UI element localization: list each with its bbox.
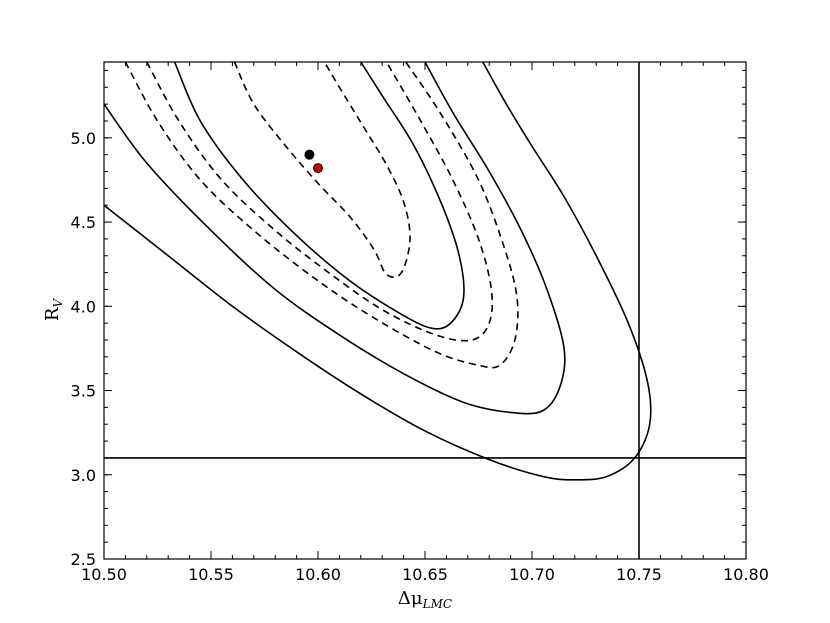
x-tick-label: 10.60 [295,565,341,584]
x-tick-label: 10.80 [723,565,769,584]
contours-layer [104,62,652,481]
x-axis-label-main: Δμ [398,588,423,609]
x-axis-label-sub: LMC [422,597,452,611]
x-tick-label: 10.65 [402,565,448,584]
y-tick-label: 2.5 [71,550,96,569]
solid-contour-5 [104,62,566,415]
y-tick-label: 3.5 [71,382,96,401]
points-layer [304,149,323,174]
x-axis-label: ΔμLMC [398,588,452,611]
dashed-contour-4 [124,62,519,369]
solid-contour-2 [173,62,465,330]
data-point-1 [304,149,315,160]
dashed-contour-3 [146,62,494,342]
ticks-layer: 10.50 10.55 10.60 10.65 10.70 10.75 10.80 2.5 3.… [71,62,769,584]
x-tick-label: 10.50 [81,565,127,584]
y-axis-label: RV [42,298,65,322]
plot-frame [103,61,747,560]
y-axis-label-main: R [42,307,63,321]
x-tick-label: 10.70 [509,565,555,584]
data-point-2 [313,163,323,174]
reference-lines-layer [104,62,746,559]
y-tick-label: 4.0 [71,297,96,316]
y-axis-label-sub: V [51,298,65,308]
y-tick-label: 4.5 [71,213,96,232]
solid-contour-6 [104,62,652,481]
x-tick-label: 10.55 [188,565,234,584]
x-tick-label: 10.75 [616,565,662,584]
y-tick-label: 5.0 [71,129,96,148]
y-tick-label: 3.0 [71,466,96,485]
